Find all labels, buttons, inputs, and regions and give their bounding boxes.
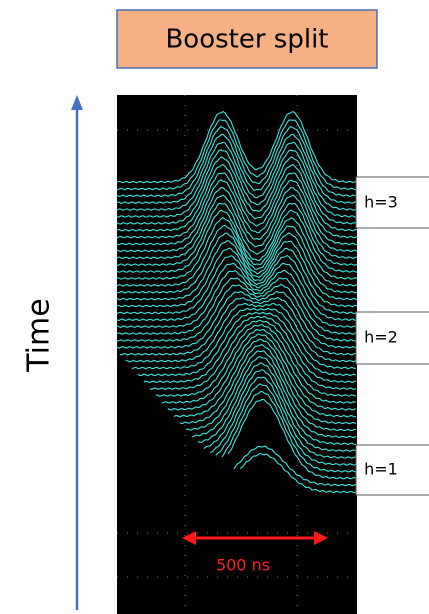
title: Booster split [165,25,328,55]
page: Booster split Time 500 ns h=3 h=2 h=1 ((… [0,0,429,614]
harmonic-label: h=3 [364,193,398,212]
scale-label: 500 ns [216,556,270,575]
axis-label: Time [22,298,57,372]
harmonic-label: h=2 [364,328,398,347]
harmonic-label: h=1 [364,460,398,479]
figure: Booster split Time 500 ns h=3 h=2 h=1 [0,0,429,614]
time-arrow-head [71,95,83,110]
